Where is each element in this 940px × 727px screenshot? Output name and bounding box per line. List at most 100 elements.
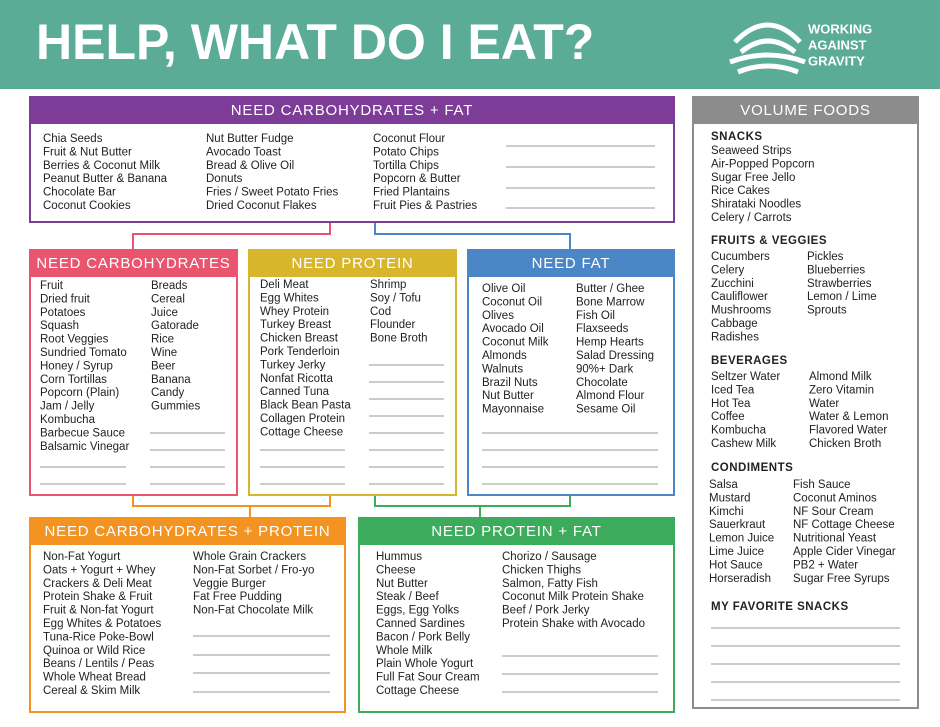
- food-item: Turkey Breast: [260, 319, 332, 331]
- food-item: Rice Cakes: [711, 185, 770, 197]
- food-item: Zucchini: [711, 278, 754, 290]
- food-item: Potatoes: [40, 307, 86, 319]
- food-item: Nutritional Yeast: [793, 533, 877, 545]
- section-title: NEED CARBOHYDRATES + FAT: [231, 102, 473, 119]
- food-item: Bone Marrow: [576, 296, 645, 308]
- food-item: Strawberries: [807, 278, 872, 290]
- food-item: Mayonnaise: [482, 404, 544, 416]
- food-item: Juice: [151, 307, 178, 319]
- page-title: HELP, WHAT DO I EAT?: [36, 14, 594, 70]
- food-item: Berries & Coconut Milk: [43, 160, 160, 172]
- food-item: Barbecue Sauce: [40, 427, 125, 439]
- food-item: Rice: [151, 334, 174, 346]
- brand-text: GRAVITY: [808, 53, 865, 68]
- food-item: Coconut Milk: [482, 337, 549, 349]
- food-item: Seaweed Strips: [711, 145, 792, 157]
- food-item: Balsamic Vinegar: [40, 441, 129, 453]
- food-item: Air-Popped Popcorn: [711, 158, 815, 170]
- section-header: [30, 518, 345, 545]
- food-item: Cereal: [151, 293, 185, 305]
- section-box: [358, 517, 675, 713]
- section-title: NEED CARBOHYDRATES + PROTEIN: [45, 523, 331, 540]
- food-item: Hummus: [376, 551, 422, 563]
- food-item: Egg Whites & Potatoes: [43, 618, 162, 630]
- food-item: Pork Tenderloin: [260, 346, 340, 358]
- food-item: Hemp Hearts: [576, 337, 644, 349]
- food-item: Coconut Oil: [482, 296, 542, 308]
- food-item: Coconut Flour: [373, 133, 445, 145]
- food-item: Fish Sauce: [793, 479, 851, 491]
- food-item: Chia Seeds: [43, 133, 103, 145]
- food-item: Bread & Olive Oil: [206, 160, 294, 172]
- food-item: Chocolate Bar: [43, 187, 116, 199]
- food-item: Cod: [370, 306, 391, 318]
- food-item: Mushrooms: [711, 305, 771, 317]
- food-item: Kimchi: [709, 506, 744, 518]
- food-item: Tuna-Rice Poke-Bowl: [43, 631, 154, 643]
- food-item: Whey Protein: [260, 306, 329, 318]
- food-item: Sprouts: [807, 305, 847, 317]
- food-item: Beans / Lentils / Peas: [43, 658, 154, 670]
- food-item: Protein Shake with Avocado: [502, 618, 645, 630]
- food-item: Radishes: [711, 331, 759, 343]
- food-item: Whole Grain Crackers: [193, 551, 306, 563]
- food-item: Olive Oil: [482, 283, 525, 295]
- food-item: Nut Butter: [482, 390, 534, 402]
- food-item: Celery: [711, 264, 744, 276]
- food-item: Veggie Burger: [193, 578, 266, 590]
- food-item: Water & Lemon: [809, 411, 888, 423]
- food-item: Eggs, Egg Yolks: [376, 605, 459, 617]
- section-box: [248, 249, 457, 496]
- food-item: Full Fat Sour Cream: [376, 672, 480, 684]
- food-item: Donuts: [206, 173, 243, 185]
- section-title: NEED FAT: [532, 255, 611, 272]
- section-header: [249, 250, 456, 277]
- food-item: Fish Oil: [576, 310, 615, 322]
- food-item: Steak / Beef: [376, 591, 439, 603]
- food-item: Sauerkraut: [709, 519, 766, 531]
- food-item: Coconut Milk Protein Shake: [502, 591, 644, 603]
- food-item: Chicken Broth: [809, 438, 881, 450]
- food-item: Whole Milk: [376, 645, 432, 657]
- food-item: Chocolate: [576, 377, 628, 389]
- food-item: Cashew Milk: [711, 438, 776, 450]
- food-item: Bone Broth: [370, 333, 428, 345]
- food-item: Cereal & Skim Milk: [43, 685, 140, 697]
- food-item: Olives: [482, 310, 514, 322]
- section-header: [468, 250, 674, 277]
- food-item: Honey / Syrup: [40, 360, 113, 372]
- section-header: [359, 518, 674, 545]
- food-item: Potato Chips: [373, 146, 439, 158]
- food-item: Avocado Oil: [482, 323, 544, 335]
- food-item: Squash: [40, 320, 79, 332]
- section-title: NEED PROTEIN: [291, 255, 413, 272]
- food-item: Black Bean Pasta: [260, 400, 351, 412]
- food-item: Root Veggies: [40, 334, 109, 346]
- food-item: Quinoa or Wild Rice: [43, 645, 145, 657]
- food-item: Canned Tuna: [260, 386, 330, 398]
- food-item: Gummies: [151, 401, 200, 413]
- food-item: Cottage Cheese: [260, 426, 343, 438]
- food-item: Salad Dressing: [576, 350, 654, 362]
- group-heading: SNACKS: [711, 131, 763, 143]
- food-item: NF Sour Cream: [793, 506, 874, 518]
- food-item: Turkey Jerky: [260, 359, 326, 371]
- food-item: Deli Meat: [260, 279, 309, 291]
- food-item: Oats + Yogurt + Whey: [43, 564, 156, 576]
- food-item: Horseradish: [709, 573, 771, 585]
- food-item: Water: [809, 398, 839, 410]
- food-item: Popcorn & Butter: [373, 173, 461, 185]
- food-item: Brazil Nuts: [482, 377, 538, 389]
- food-item: Tortilla Chips: [373, 160, 439, 172]
- food-item: Butter / Ghee: [576, 283, 644, 295]
- food-item: Wine: [151, 347, 177, 359]
- food-item: Flavored Water: [809, 425, 887, 437]
- food-item: Salsa: [709, 479, 738, 491]
- section-header: [30, 97, 674, 124]
- section-title: VOLUME FOODS: [740, 102, 870, 119]
- food-item: Crackers & Deli Meat: [43, 578, 152, 590]
- section-box: [467, 249, 675, 496]
- food-item: Sesame Oil: [576, 404, 635, 416]
- food-item: Pickles: [807, 251, 844, 263]
